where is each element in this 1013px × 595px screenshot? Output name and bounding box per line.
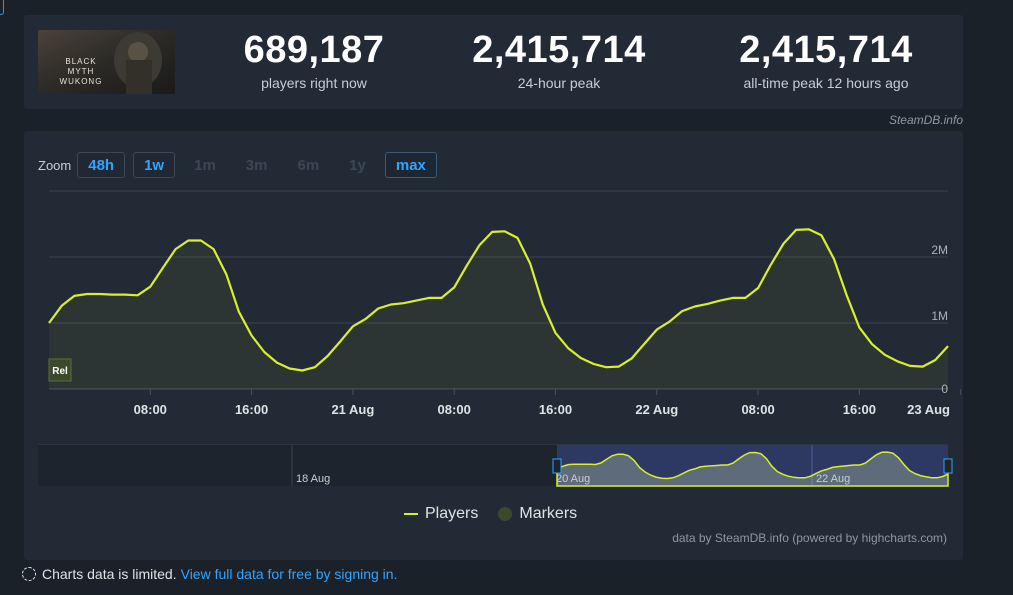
all-time-peak-value: 2,415,714 bbox=[739, 29, 913, 71]
zoom-max-button[interactable]: max bbox=[384, 152, 437, 178]
x-tick-label: 08:00 bbox=[134, 402, 167, 417]
legend-markers[interactable]: Markers bbox=[498, 505, 577, 523]
sign-in-link[interactable]: View full data for free by signing in. bbox=[180, 566, 398, 582]
all-time-peak-stat: 2,415,714 all-time peak 12 hours ago bbox=[716, 29, 936, 91]
steamdb-credit[interactable]: SteamDB.info bbox=[888, 113, 963, 127]
legend-players[interactable]: Players bbox=[404, 505, 478, 523]
navigator-right-handle[interactable] bbox=[943, 458, 953, 474]
zoom-1m-button: 1m bbox=[194, 156, 216, 174]
all-time-peak-label: all-time peak 12 hours ago bbox=[743, 75, 909, 91]
player-count-chart[interactable]: Rel 08:00 16:00 21 Aug 08:00 16:00 22 Aug 08:0… bbox=[24, 131, 963, 501]
x-tick-label: 16:00 bbox=[539, 402, 572, 417]
zoom-6m-button: 6m bbox=[297, 156, 320, 174]
x-tick-label: 23 Aug bbox=[907, 402, 950, 417]
release-marker[interactable]: Rel bbox=[48, 358, 72, 382]
loading-circle-icon bbox=[22, 567, 36, 581]
game-cover-image[interactable]: BLACK MYTH WUKONG bbox=[38, 30, 175, 94]
players-line[interactable] bbox=[48, 228, 949, 372]
current-players-value: 689,187 bbox=[243, 29, 385, 71]
x-tick-label: 21 Aug bbox=[331, 402, 374, 417]
release-marker-box bbox=[48, 358, 72, 382]
x-tick-label: 16:00 bbox=[235, 402, 268, 417]
limited-text: Charts data is limited. bbox=[42, 566, 177, 582]
x-tick-label: 22 Aug bbox=[635, 402, 678, 417]
chart-legend: Players Markers bbox=[404, 505, 597, 523]
zoom-label: Zoom bbox=[38, 157, 72, 173]
navigator-area bbox=[556, 451, 949, 487]
y-tick-label: 2M bbox=[931, 243, 948, 257]
current-players-stat: 689,187 players right now bbox=[214, 29, 414, 91]
zoom-48h-button[interactable]: 48h bbox=[77, 152, 126, 178]
legend-markers-swatch bbox=[498, 507, 513, 521]
y-tick-label: 0 bbox=[941, 382, 948, 396]
24h-peak-label: 24-hour peak bbox=[517, 75, 601, 91]
24h-peak-value: 2,415,714 bbox=[472, 29, 646, 71]
chart-navigator[interactable]: 18 Aug 20 Aug 22 Aug bbox=[38, 444, 953, 487]
game-cover-title: BLACK MYTH WUKONG bbox=[59, 57, 103, 86]
player-chart-panel: Zoom 48h 1w 1m 3m 6m 1y max Rel 08:00 16:… bbox=[24, 131, 963, 560]
release-marker-label: Rel bbox=[52, 366, 68, 377]
limited-data-notice: Charts data is limited. View full data f… bbox=[22, 566, 397, 582]
navigator-label: 22 Aug bbox=[816, 473, 850, 485]
zoom-1y-button: 1y bbox=[349, 156, 366, 174]
legend-players-label: Players bbox=[425, 505, 479, 522]
chart-credit[interactable]: data by SteamDB.info (powered by highcha… bbox=[672, 531, 947, 545]
players-area-fill bbox=[49, 229, 948, 389]
legend-players-swatch bbox=[404, 513, 418, 515]
x-tick-label: 08:00 bbox=[741, 402, 774, 417]
x-tick-label: 16:00 bbox=[843, 402, 876, 417]
legend-markers-label: Markers bbox=[519, 505, 578, 522]
navigator-label: 18 Aug bbox=[296, 473, 330, 485]
window-edge-marker bbox=[0, 0, 4, 15]
zoom-controls: Zoom 48h 1w 1m 3m 6m 1y max bbox=[38, 151, 445, 179]
24h-peak-stat: 2,415,714 24-hour peak bbox=[454, 29, 664, 91]
player-stats-panel: BLACK MYTH WUKONG 689,187 players right … bbox=[24, 15, 963, 109]
navigator-label: 20 Aug bbox=[556, 473, 590, 485]
y-tick-label: 1M bbox=[931, 309, 948, 323]
zoom-3m-button: 3m bbox=[245, 156, 268, 174]
game-cover-art bbox=[38, 30, 175, 94]
current-players-label: players right now bbox=[261, 75, 367, 91]
x-tick-label: 08:00 bbox=[438, 402, 471, 417]
zoom-1w-button[interactable]: 1w bbox=[133, 152, 176, 178]
navigator-left-handle[interactable] bbox=[552, 458, 562, 474]
